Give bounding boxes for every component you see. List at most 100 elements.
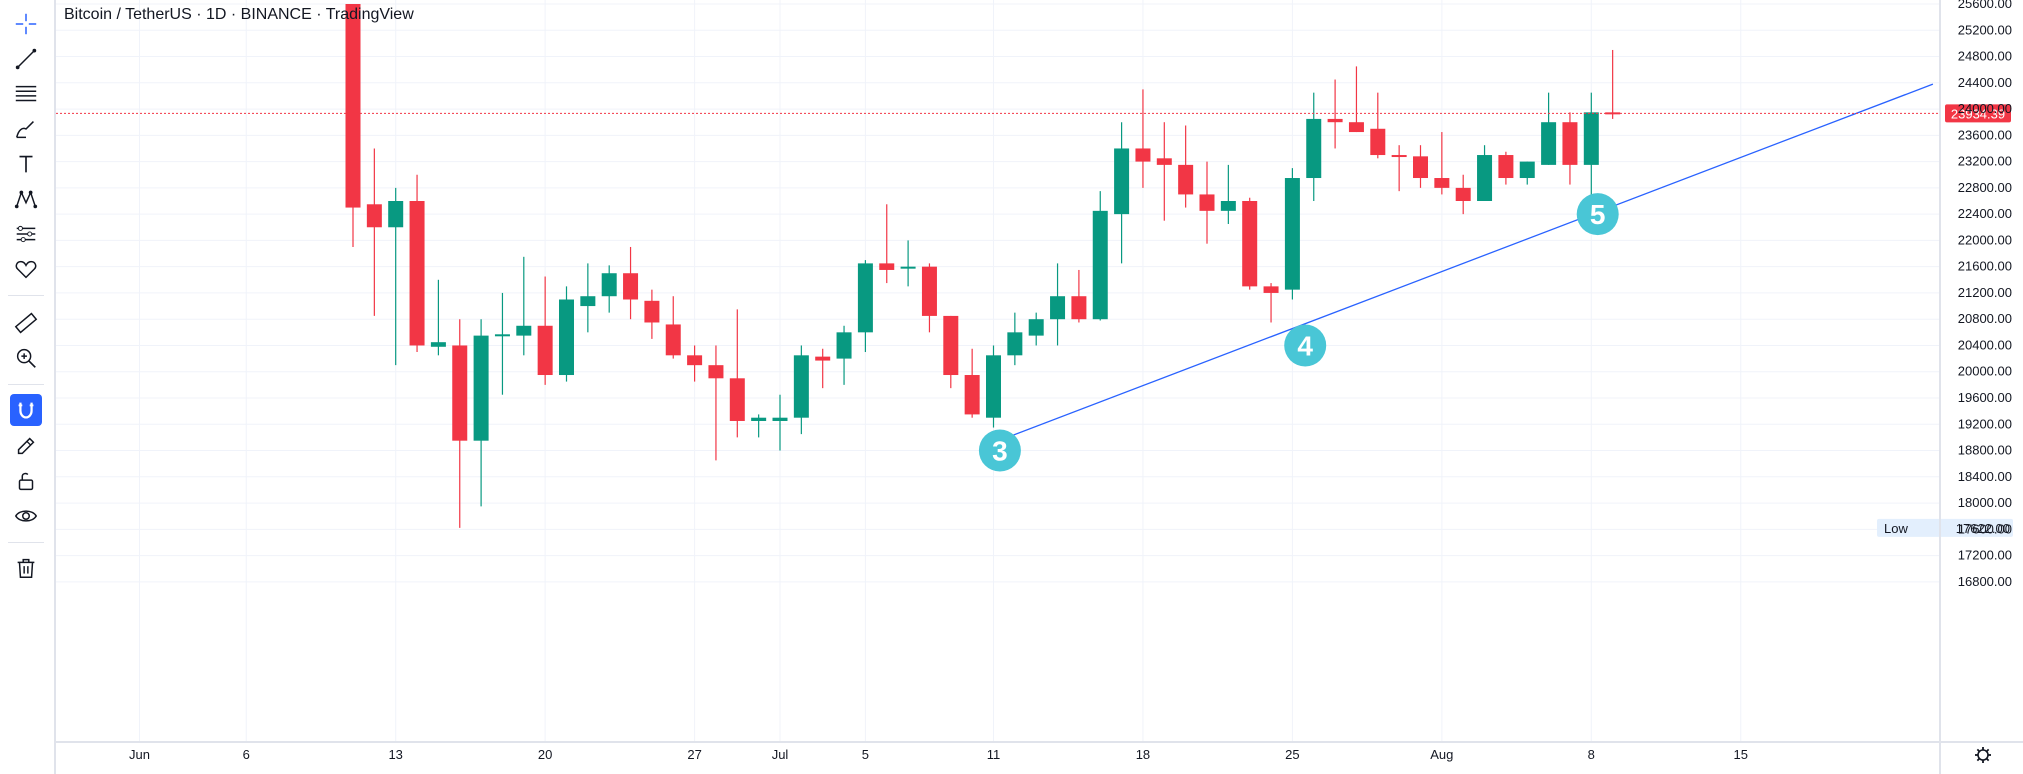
- pattern-icon: [14, 190, 38, 209]
- heart-icon: [15, 260, 37, 279]
- candle: [494, 292, 510, 395]
- settings-gear-icon[interactable]: [1975, 747, 1991, 763]
- candle: [1156, 122, 1172, 221]
- x-tick-label: 15: [1734, 747, 1748, 762]
- hide-tool[interactable]: [10, 500, 42, 532]
- candle-body: [580, 296, 596, 307]
- candle: [1114, 122, 1130, 264]
- toolbar-divider: [8, 295, 44, 296]
- y-tick-label: 24400.00: [1958, 75, 2012, 90]
- y-tick-label: 20000.00: [1958, 364, 2012, 379]
- candle: [644, 289, 660, 339]
- text-icon: [19, 155, 33, 173]
- candle-body: [857, 263, 873, 333]
- zoom-tool[interactable]: [10, 342, 42, 374]
- ruler-icon: [14, 312, 38, 334]
- candle-body: [1455, 187, 1471, 201]
- magnet-icon: [18, 402, 34, 419]
- candle: [900, 240, 916, 287]
- candles: [345, 4, 1621, 528]
- wave-label-5: 5: [1576, 193, 1619, 236]
- candle-body: [1519, 161, 1535, 179]
- candle: [1519, 161, 1535, 185]
- eye-icon: [14, 510, 38, 522]
- candle-body: [687, 355, 703, 366]
- candle: [601, 265, 617, 313]
- brush-tool[interactable]: [10, 113, 42, 145]
- candle-body: [986, 355, 1001, 418]
- gear-ring: [1977, 749, 1989, 761]
- prediction-tool[interactable]: [10, 218, 42, 250]
- candle-body: [1028, 319, 1044, 336]
- candle-body: [1391, 155, 1407, 158]
- low-marker-badge: [1877, 518, 2013, 537]
- candle: [473, 319, 489, 507]
- low-marker-value: 17622.00: [1956, 521, 2010, 536]
- y-tick-label: 16800.00: [1958, 574, 2012, 589]
- candle: [1028, 312, 1044, 346]
- candle-body: [601, 273, 617, 297]
- fib-retracement-tool[interactable]: [10, 78, 42, 110]
- candle-body: [708, 365, 724, 379]
- wave-badge: [1284, 324, 1327, 367]
- axes: 25600.00 25200.00 24800.00 24400.00 24000.00…: [56, 0, 2023, 774]
- candle-body: [1477, 155, 1493, 201]
- y-tick-label: 25600.00: [1958, 0, 2012, 11]
- candle: [1370, 92, 1386, 159]
- y-tick-label: 22800.00: [1958, 180, 2012, 195]
- y-tick-label: 25200.00: [1958, 22, 2012, 37]
- x-tick-label: 6: [243, 747, 250, 762]
- drawing-toolbar: [0, 0, 56, 774]
- wave-label-text: 3: [992, 436, 1008, 467]
- y-tick-label: 24800.00: [1958, 49, 2012, 64]
- candle-body: [1092, 210, 1108, 320]
- last-price-label: 23934.39: [1951, 106, 2005, 121]
- trendline-layer: [993, 83, 1934, 444]
- measure-tool[interactable]: [10, 307, 42, 339]
- favorites-tool[interactable]: [10, 253, 42, 285]
- wave-label-text: 5: [1590, 199, 1606, 230]
- candle: [1242, 197, 1258, 290]
- candle: [879, 204, 895, 284]
- candle-body: [815, 356, 831, 361]
- candle: [452, 319, 468, 528]
- crosshair-tool[interactable]: [10, 8, 42, 40]
- y-tick-label: 20800.00: [1958, 311, 2012, 326]
- candle-body: [1156, 158, 1172, 165]
- candle-body: [430, 342, 446, 347]
- candle: [943, 315, 959, 389]
- y-tick-label: 18800.00: [1958, 443, 2012, 458]
- candle-body: [1541, 122, 1557, 165]
- candle-body: [409, 201, 425, 346]
- stay-drawing-tool[interactable]: [10, 430, 42, 462]
- candle-body: [1263, 286, 1279, 293]
- x-tick-label: Aug: [1430, 747, 1453, 762]
- candle-body: [388, 201, 404, 228]
- x-tick-label: Jul: [772, 747, 789, 762]
- y-tick-label: 18000.00: [1958, 495, 2012, 510]
- candle: [708, 345, 724, 461]
- pattern-tool[interactable]: [10, 183, 42, 215]
- lock-tool[interactable]: [10, 465, 42, 497]
- x-tick-label: Jun: [129, 747, 150, 762]
- trend-line: [993, 83, 1934, 444]
- candle: [921, 263, 937, 333]
- wave-label-4: 4: [1284, 324, 1327, 367]
- candle: [986, 345, 1001, 428]
- candle-body: [1114, 148, 1130, 215]
- candle-body: [729, 378, 745, 421]
- candle-body: [900, 266, 916, 269]
- candle: [772, 394, 788, 451]
- y-tick-label: 21200.00: [1958, 285, 2012, 300]
- candle-body: [623, 273, 639, 300]
- candle: [537, 276, 553, 385]
- candle: [559, 286, 574, 382]
- text-tool[interactable]: [10, 148, 42, 180]
- magnet-tool[interactable]: [10, 394, 42, 426]
- candle: [516, 256, 532, 356]
- remove-tool[interactable]: [10, 552, 42, 584]
- candle-body: [793, 355, 809, 418]
- candle: [1092, 191, 1108, 321]
- trend-line-tool[interactable]: [10, 43, 42, 75]
